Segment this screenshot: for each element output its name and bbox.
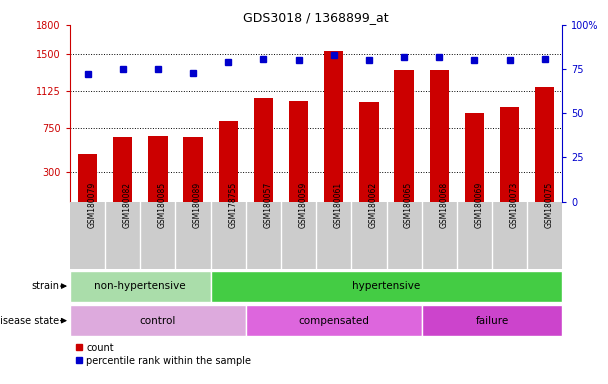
Bar xyxy=(465,113,484,202)
Bar xyxy=(254,98,273,202)
Text: GSM180085: GSM180085 xyxy=(158,182,167,228)
Text: hypertensive: hypertensive xyxy=(353,281,421,291)
Text: strain: strain xyxy=(32,281,60,291)
Text: non-hypertensive: non-hypertensive xyxy=(94,281,186,291)
Text: GSM180079: GSM180079 xyxy=(88,182,97,228)
Bar xyxy=(359,103,379,202)
Text: failure: failure xyxy=(475,316,509,326)
Text: GSM180069: GSM180069 xyxy=(474,182,483,228)
Bar xyxy=(246,305,422,336)
Bar xyxy=(535,87,554,202)
Text: GSM178755: GSM178755 xyxy=(228,182,237,228)
Text: GSM180059: GSM180059 xyxy=(299,182,308,228)
Bar xyxy=(289,101,308,202)
Text: GSM180061: GSM180061 xyxy=(334,182,343,228)
Text: GSM180073: GSM180073 xyxy=(510,182,519,228)
Bar xyxy=(218,121,238,202)
Text: GSM180062: GSM180062 xyxy=(369,182,378,228)
Bar xyxy=(324,51,344,202)
Bar xyxy=(113,137,133,202)
Text: GSM180089: GSM180089 xyxy=(193,182,202,228)
Text: GSM180082: GSM180082 xyxy=(123,182,132,228)
Bar xyxy=(78,154,97,202)
Bar xyxy=(422,305,562,336)
Text: GSM180065: GSM180065 xyxy=(404,182,413,228)
Text: GSM180075: GSM180075 xyxy=(545,182,554,228)
Text: disease state: disease state xyxy=(0,316,60,326)
Text: GSM180068: GSM180068 xyxy=(439,182,448,228)
Bar xyxy=(70,271,210,302)
Text: compensated: compensated xyxy=(299,316,369,326)
Bar xyxy=(430,70,449,202)
Bar xyxy=(70,305,246,336)
Bar xyxy=(148,136,168,202)
Text: GSM180057: GSM180057 xyxy=(263,182,272,228)
Title: GDS3018 / 1368899_at: GDS3018 / 1368899_at xyxy=(243,11,389,24)
Legend: count, percentile rank within the sample: count, percentile rank within the sample xyxy=(75,343,252,366)
Text: control: control xyxy=(140,316,176,326)
Bar xyxy=(395,70,414,202)
Bar xyxy=(184,137,202,202)
Bar xyxy=(210,271,562,302)
Bar xyxy=(500,108,519,202)
